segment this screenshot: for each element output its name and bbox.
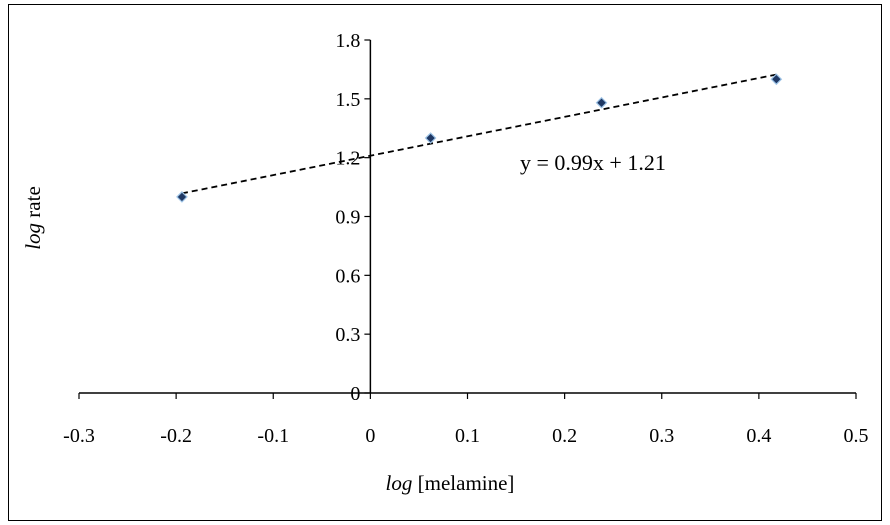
x-axis-label-rest: [melamine] (412, 471, 514, 495)
y-tick-label: 1.2 (335, 148, 360, 170)
trendline-equation: y = 0.99x + 1.21 (520, 150, 666, 175)
x-tick-label: -0.1 (257, 425, 289, 447)
data-point (424, 132, 437, 144)
data-point (176, 191, 188, 203)
trendline-group (181, 73, 777, 195)
x-tick-label: 0.5 (844, 425, 869, 447)
y-tick-label: 0.3 (335, 324, 360, 346)
x-tick-label: 0.4 (746, 425, 771, 447)
chart-frame (8, 4, 882, 521)
y-axis-label-italic: log (21, 223, 45, 250)
x-tick-label: 0.1 (455, 425, 480, 447)
x-tick-label: -0.2 (160, 425, 192, 447)
y-tick-label: 0.9 (335, 207, 360, 229)
y-tick-label: 1.5 (335, 89, 360, 111)
x-tick-label: 0.3 (649, 425, 674, 447)
data-point (595, 96, 608, 109)
y-axis-label: log rate (21, 186, 45, 250)
x-axis-label-italic: log (386, 471, 413, 495)
y-tick-label: 1.8 (335, 30, 360, 52)
y-tick-label: 0 (350, 383, 360, 405)
data-point (770, 73, 783, 86)
y-tick-labels: 0 0.3 0.6 0.9 1.2 1.5 1.8 (335, 30, 360, 405)
axes (78, 39, 857, 399)
y-tick-label: 0.6 (335, 265, 360, 287)
x-tick-label: -0.3 (63, 425, 95, 447)
x-tick-label: 0.2 (552, 425, 577, 447)
data-points (176, 73, 783, 203)
x-tick-label: 0 (365, 425, 375, 447)
trendline (181, 73, 777, 195)
x-axis-label: log [melamine] (386, 471, 515, 495)
x-tick-labels: -0.3 -0.2 -0.1 0 0.1 0.2 0.3 0.4 0.5 (63, 425, 868, 447)
y-axis-label-rest: rate (21, 186, 45, 223)
